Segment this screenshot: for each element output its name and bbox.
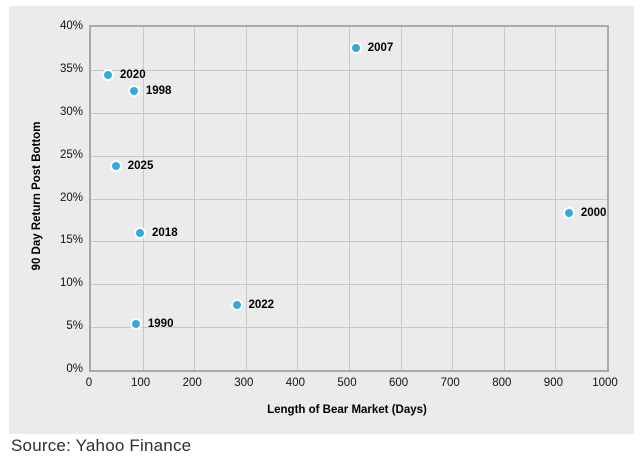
vertical-gridline xyxy=(400,27,402,370)
vertical-gridline xyxy=(194,27,196,370)
point-year-label: 2007 xyxy=(367,41,394,54)
point-year-label: 1998 xyxy=(145,85,172,98)
vertical-gridline xyxy=(503,27,505,370)
scatter-dot xyxy=(349,41,362,54)
x-tick-label: 300 xyxy=(234,377,254,389)
scatter-dot xyxy=(109,159,122,172)
point-year-label: 1990 xyxy=(147,317,174,330)
x-tick-label: 1000 xyxy=(592,377,618,389)
x-tick-label: 100 xyxy=(131,377,151,389)
vertical-gridline xyxy=(142,27,144,370)
x-tick-label: 200 xyxy=(182,377,202,389)
point-year-label: 2025 xyxy=(127,159,154,172)
vertical-gridline xyxy=(297,27,299,370)
y-tick-label: 15% xyxy=(59,234,83,247)
y-tick-label: 25% xyxy=(59,148,83,161)
y-tick-label: 30% xyxy=(59,105,83,118)
point-year-label: 2000 xyxy=(580,207,607,220)
point-year-label: 2022 xyxy=(248,298,275,311)
x-axis-title: Length of Bear Market (Days) xyxy=(267,404,427,416)
scatter-dot xyxy=(562,207,575,220)
vertical-gridline xyxy=(452,27,454,370)
y-tick-label: 35% xyxy=(59,62,83,75)
x-tick-label: 900 xyxy=(543,377,563,389)
scatter-dot xyxy=(102,69,115,82)
y-tick-label: 40% xyxy=(59,20,83,32)
x-tick-label: 600 xyxy=(389,377,409,389)
x-tick-label: 700 xyxy=(440,377,460,389)
vertical-gridline xyxy=(245,27,247,370)
y-tick-label: 10% xyxy=(59,277,83,290)
point-year-label: 2018 xyxy=(152,226,178,239)
x-tick-label: 0 xyxy=(85,377,93,389)
vertical-gridline xyxy=(555,27,557,370)
scatter-dot xyxy=(230,298,243,311)
point-year-label: 2020 xyxy=(120,69,146,82)
x-tick-label: 500 xyxy=(337,377,357,389)
x-tick-label: 400 xyxy=(285,377,305,389)
vertical-gridline xyxy=(349,27,350,370)
scatter-dot xyxy=(127,85,140,98)
y-tick-label: 5% xyxy=(66,320,83,333)
plot-area: 2020 1998 2025 2018 1990 2022 2007 2000 xyxy=(89,25,609,372)
scatter-dot xyxy=(134,226,147,239)
y-tick-label: 0% xyxy=(66,363,83,375)
x-tick-label: 800 xyxy=(492,377,512,389)
scatter-dot xyxy=(129,317,142,330)
chart-panel: 90 Day Return Post Bottom 2020 1998 2025 20… xyxy=(9,6,634,434)
y-tick-label: 20% xyxy=(59,191,83,204)
source-attribution: Source: Yahoo Finance xyxy=(11,436,192,455)
